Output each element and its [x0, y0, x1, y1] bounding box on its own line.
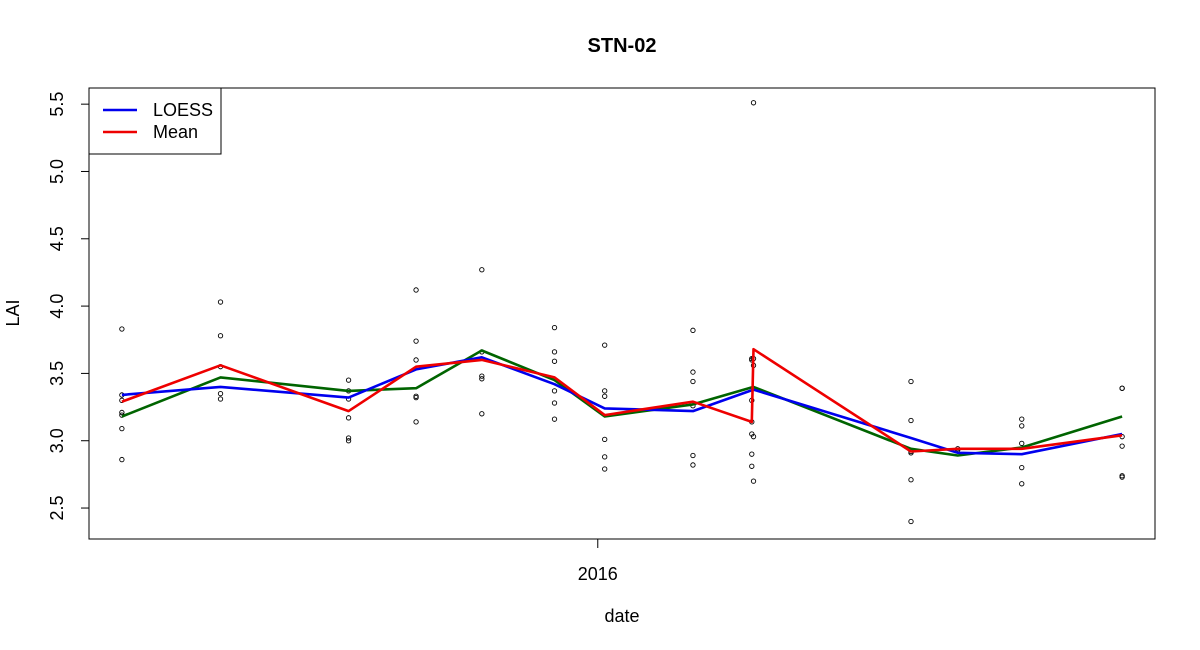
y-tick-label: 5.5: [47, 92, 67, 117]
data-point: [749, 463, 755, 469]
y-tick-label: 2.5: [47, 496, 67, 521]
data-point: [602, 388, 608, 394]
data-point: [750, 100, 757, 106]
data-points: [119, 100, 1125, 525]
data-point: [479, 376, 485, 382]
y-tick-label: 5.0: [47, 159, 67, 184]
data-point: [908, 417, 914, 424]
data-point: [1119, 474, 1125, 480]
data-point: [602, 436, 608, 443]
data-point: [551, 324, 558, 331]
data-point: [413, 338, 419, 344]
data-point: [413, 394, 419, 401]
data-point: [602, 342, 608, 348]
data-point: [551, 388, 558, 394]
data-point: [602, 393, 608, 399]
legend: LOESS Mean: [88, 87, 222, 155]
data-point: [908, 378, 914, 385]
data-point: [1019, 481, 1025, 487]
data-point: [551, 349, 558, 355]
y-tick-label: 3.0: [47, 428, 67, 453]
data-point: [345, 377, 352, 383]
x-axis-label: date: [604, 606, 639, 626]
data-point: [217, 299, 224, 305]
data-point: [345, 415, 352, 421]
data-point: [602, 454, 608, 460]
data-point: [413, 357, 419, 363]
data-point: [690, 452, 696, 459]
legend-box: [88, 87, 222, 155]
data-point: [690, 369, 696, 375]
data-point: [119, 409, 125, 416]
data-point: [551, 400, 558, 406]
data-point: [1119, 385, 1125, 391]
data-point: [1119, 443, 1125, 449]
data-point: [749, 451, 755, 457]
data-point: [690, 327, 696, 333]
data-point: [479, 373, 485, 379]
data-point: [119, 425, 125, 432]
data-point: [217, 333, 224, 339]
data-point: [217, 396, 224, 402]
data-point: [119, 326, 125, 332]
series-lines: [121, 347, 1123, 457]
data-point: [1019, 464, 1025, 471]
data-point: [750, 478, 757, 484]
data-point: [602, 466, 608, 472]
legend-label-mean: Mean: [153, 122, 198, 142]
data-point: [690, 462, 696, 468]
series-line-mean: [121, 347, 1123, 453]
x-tick-label: 2016: [578, 564, 618, 584]
legend-label-loess: LOESS: [153, 100, 213, 120]
data-point: [479, 267, 485, 273]
data-point: [1019, 440, 1025, 447]
chart-title: STN-02: [588, 35, 657, 57]
y-axis-label: LAI: [3, 299, 23, 326]
data-point: [1019, 423, 1025, 429]
data-point: [551, 416, 558, 422]
data-point: [119, 456, 125, 463]
x-axis: 2016: [578, 539, 618, 584]
data-point: [345, 438, 352, 444]
data-point: [750, 434, 757, 440]
data-point: [690, 378, 696, 385]
data-point: [413, 419, 419, 425]
y-tick-label: 4.5: [47, 226, 67, 251]
data-point: [479, 411, 485, 417]
data-point: [908, 477, 914, 483]
data-point: [908, 518, 914, 525]
data-point: [217, 390, 224, 397]
y-tick-label: 4.0: [47, 294, 67, 319]
data-point: [551, 358, 558, 364]
data-point: [1019, 416, 1025, 422]
series-line-smooth: [121, 349, 1123, 457]
y-axis: 2.5 3.0 3.5 4.0 4.5 5.0 5.5: [47, 92, 90, 521]
series-line-loess: [121, 356, 1123, 456]
plot-frame: [88, 87, 1156, 540]
data-point: [345, 435, 352, 441]
y-tick-label: 3.5: [47, 361, 67, 386]
data-point: [413, 287, 419, 293]
